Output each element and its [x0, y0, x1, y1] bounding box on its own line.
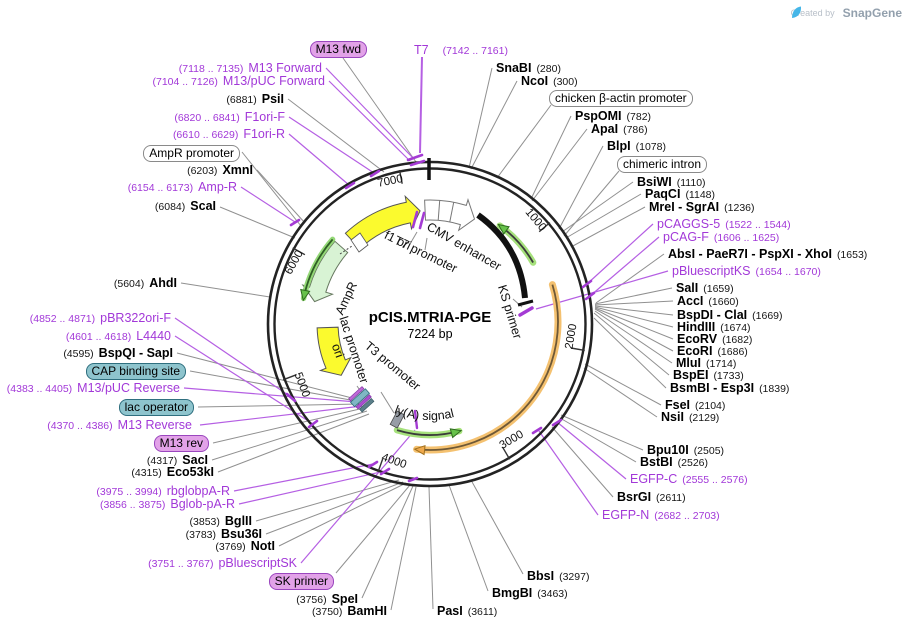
- callout-bsrgi[interactable]: BsrGI (2611): [617, 490, 686, 504]
- callout-pcaggs-5[interactable]: pCAGGS-5 (1522 .. 1544): [657, 217, 791, 231]
- callout-m13rev[interactable]: M13 rev: [153, 435, 209, 452]
- feature-ampr-arrow[interactable]: [301, 240, 349, 303]
- callout-lac-operator[interactable]: lac operator: [118, 399, 194, 416]
- callout-mrei[interactable]: MreI - SgrAI (1236): [649, 200, 755, 214]
- callout-pbr322ori-f[interactable]: (4852 .. 4871) pBR322ori-F: [29, 311, 171, 325]
- callout-ecori[interactable]: EcoRI (1686): [677, 344, 748, 358]
- callout-m13puc-forward[interactable]: (7104 .. 7126) M13/pUC Forward: [152, 74, 325, 88]
- callout-bspqi[interactable]: (4595) BspQI - SapI: [63, 346, 173, 360]
- callout-chimeric-intron[interactable]: chimeric intron: [617, 156, 708, 173]
- callout-amp-r[interactable]: (6154 .. 6173) Amp-R: [127, 180, 237, 194]
- callout-cap-binding-site[interactable]: CAP binding site: [85, 363, 186, 380]
- created-by-text: Created by: [790, 8, 835, 18]
- callout-eco53ki[interactable]: (4315) Eco53kI: [131, 465, 214, 479]
- callout-scai[interactable]: (6084) ScaI: [154, 199, 216, 213]
- callout-spei[interactable]: (3756) SpeI: [296, 592, 358, 606]
- callout-nsii[interactable]: NsiI (2129): [661, 410, 720, 424]
- callout-pcag-f[interactable]: pCAG-F (1606 .. 1625): [663, 230, 780, 244]
- callout-sk-primer[interactable]: SK primer: [268, 573, 334, 590]
- callout-m13-reverse[interactable]: (4370 .. 4386) M13 Reverse: [47, 418, 192, 432]
- callout-bspdi[interactable]: BspDI - ClaI (1669): [677, 308, 783, 322]
- callout-chicken-b-actin-promoter[interactable]: chicken β-actin promoter: [549, 90, 693, 107]
- plasmid-backbone: [266, 158, 594, 488]
- callout-bbsi[interactable]: BbsI (3297): [527, 569, 590, 583]
- feature-cmv-enhancer-arrow[interactable]: [424, 198, 476, 232]
- svg-text:4000: 4000: [380, 451, 408, 471]
- snapgene-brand-text: SnapGene: [842, 6, 902, 20]
- cmv-enhancer-segments: [437, 200, 455, 222]
- callout-rbglobpa-r[interactable]: (3975 .. 3994) rbglobpA-R: [96, 484, 230, 498]
- callout-f1ori-f[interactable]: (6820 .. 6841) F1ori-F: [174, 110, 285, 124]
- callout-bglob-pa-r[interactable]: (3856 .. 3875) Bglob-pA-R: [99, 497, 235, 511]
- callout-pspomi[interactable]: PspOMI (782): [575, 109, 652, 123]
- callout-paqci[interactable]: PaqCI (1148): [645, 187, 716, 201]
- callout-bpu10i[interactable]: Bpu10I (2505): [647, 443, 725, 457]
- feature-ori-arrow[interactable]: [316, 326, 352, 376]
- svg-text:5000: 5000: [292, 371, 312, 399]
- direction-arrow-bottom: [393, 426, 463, 439]
- ampr-dash: [339, 245, 353, 255]
- callout-ahdi[interactable]: (5604) AhdI: [113, 276, 177, 290]
- callout-f1ori-r[interactable]: (6610 .. 6629) F1ori-R: [172, 127, 285, 141]
- plasmid-name: pCIS.MTRIA-PGE: [369, 309, 492, 326]
- t3-promoter-label: T3 promoter: [362, 339, 423, 393]
- callout-bstbi[interactable]: BstBI (2526): [640, 455, 709, 469]
- callout-bsiwi[interactable]: BsiWI (1110): [637, 175, 706, 189]
- ori-label: ori: [329, 342, 347, 360]
- direction-arrow-intron: [496, 222, 537, 266]
- ampr-label: AmpR: [333, 280, 360, 317]
- callout-xmni[interactable]: (6203) XmnI: [187, 163, 253, 177]
- callout-hindiii[interactable]: HindIII (1674): [677, 320, 751, 334]
- callout-ecorv[interactable]: EcoRV (1682): [677, 332, 753, 346]
- callout-acci[interactable]: AccI (1660): [677, 294, 739, 308]
- callout-m13puc-reverse[interactable]: (4383 .. 4405) M13/pUC Reverse: [6, 381, 180, 395]
- callout-fsei[interactable]: FseI (2104): [665, 398, 726, 412]
- direction-arrow-ampr: [300, 236, 336, 302]
- callout-m13fwd[interactable]: M13 fwd: [309, 41, 367, 58]
- callout-lines: [176, 57, 674, 611]
- scale-ticks: [282, 169, 585, 473]
- callout-bsmbi[interactable]: BsmBI - Esp3I (1839): [670, 381, 790, 395]
- lac-operator-marker-cluster[interactable]: [348, 386, 376, 414]
- callout-ampr-promoter[interactable]: AmpR promoter: [143, 145, 240, 162]
- callout-m13-forward[interactable]: (7118 .. 7135) M13 Forward: [178, 61, 322, 75]
- callout-snabi[interactable]: SnaBI (280): [496, 61, 561, 75]
- ks-primer-label: KS primer: [495, 283, 525, 340]
- callout-bamhi[interactable]: (3750) BamHI: [312, 604, 387, 618]
- feature-insert-arc[interactable]: [413, 281, 562, 456]
- callout-mlui[interactable]: MluI (1714): [676, 356, 737, 370]
- callout-apai[interactable]: ApaI (786): [591, 122, 648, 136]
- callout-bspei[interactable]: BspEI (1733): [673, 368, 744, 382]
- callout-saci[interactable]: (4317) SacI: [146, 453, 208, 467]
- callout-l4440[interactable]: (4601 .. 4618) L4440: [65, 329, 171, 343]
- promoter-arc-endbar: [517, 299, 534, 307]
- callout-pbluescriptsk[interactable]: (3751 .. 3767) pBluescriptSK: [148, 556, 297, 570]
- t3-promoter-marker[interactable]: [389, 410, 405, 429]
- svg-text:2000: 2000: [563, 323, 579, 350]
- primer-site-ticks: [285, 153, 596, 483]
- callout-blpi[interactable]: BlpI (1078): [607, 139, 666, 153]
- callout-egfp-n[interactable]: EGFP-N (2682 .. 2703): [602, 508, 720, 522]
- primer-callout-lines: [174, 56, 669, 564]
- callout-bmgbi[interactable]: BmgBI (3463): [492, 586, 568, 600]
- callout-egfp-c[interactable]: EGFP-C (2555 .. 2576): [630, 472, 748, 486]
- plasmid-size: 7224 bp: [407, 327, 452, 341]
- callout-psii[interactable]: (6881) PsiI: [226, 92, 284, 106]
- feature-f1-ori-arrow[interactable]: [344, 194, 421, 250]
- callout-sali[interactable]: SalI (1659): [676, 281, 734, 295]
- callout-noti[interactable]: (3769) NotI: [215, 539, 275, 553]
- callout-bsu36i[interactable]: (3783) Bsu36I: [185, 527, 262, 541]
- svg-text:7000: 7000: [376, 173, 403, 190]
- watermark: Created by SnapGene: [791, 6, 902, 20]
- callout-pbluescriptks[interactable]: pBluescriptKS (1654 .. 1670): [672, 264, 821, 278]
- callout-bglii[interactable]: (3853) BglII: [189, 514, 252, 528]
- callout-t7[interactable]: T7 (7142 .. 7161): [414, 43, 508, 57]
- ampr-truncation-notch: [350, 232, 369, 253]
- callout-pasi[interactable]: PasI (3611): [437, 604, 498, 618]
- callout-absi[interactable]: AbsI - PaeR7I - PspXI - XhoI (1653): [668, 247, 868, 261]
- callout-ncoi[interactable]: NcoI (300): [521, 74, 578, 88]
- feature-promoter-arc[interactable]: [476, 212, 528, 299]
